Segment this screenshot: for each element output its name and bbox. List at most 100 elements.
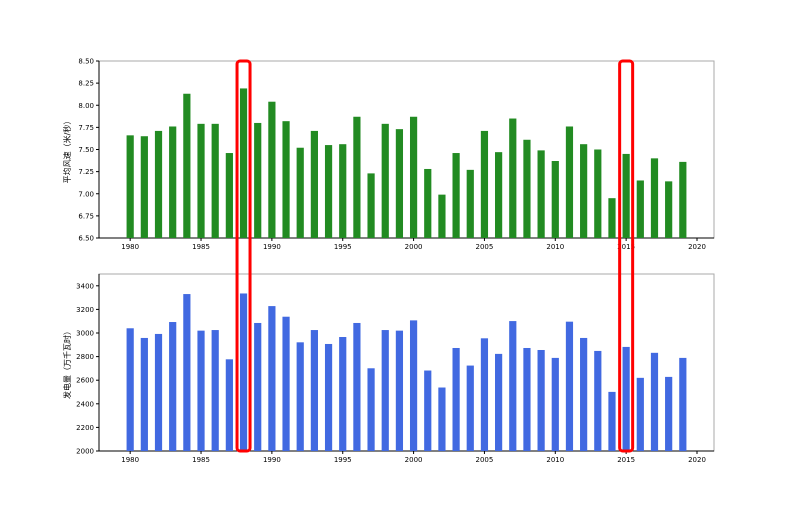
bar-1989 (254, 122, 262, 238)
bar-1990 (268, 101, 276, 239)
plot-frame (98, 60, 715, 239)
x-tick-label: 2000 (405, 456, 423, 464)
wind-speed-ylabel: 平均风速（米/秒） (62, 117, 72, 184)
bar-1994 (324, 145, 333, 238)
bar-1996 (353, 116, 361, 238)
bar-1981 (140, 337, 148, 451)
x-tick-label: 2015 (617, 243, 635, 251)
bar-1988 (239, 88, 248, 238)
bar-1984 (183, 93, 191, 239)
bar-2013 (594, 149, 602, 238)
y-tick-label: 3000 (76, 330, 94, 338)
bar-1990 (268, 306, 276, 451)
y-tick-label: 8.50 (78, 58, 94, 66)
y-tick-label: 7.75 (78, 124, 94, 132)
bar-2006 (495, 353, 503, 451)
bar-2008 (523, 139, 531, 238)
bar-1991 (282, 121, 290, 238)
bar-1983 (169, 126, 177, 238)
highlight-box-2015 (618, 59, 635, 453)
bar-2007 (509, 321, 517, 451)
y-tick-label: 2200 (76, 424, 94, 432)
bar-2007 (509, 118, 517, 238)
bar-2017 (650, 352, 659, 451)
bar-1986 (211, 330, 219, 451)
bar-2012 (580, 144, 588, 238)
y-tick-label: 6.75 (78, 212, 94, 220)
bar-2019 (679, 161, 687, 238)
bar-1998 (381, 123, 389, 238)
bar-1994 (324, 343, 333, 451)
bar-1995 (339, 144, 347, 238)
y-tick-label: 2600 (76, 377, 94, 385)
bar-2014 (608, 198, 616, 238)
bar-2005 (480, 130, 489, 238)
bar-2005 (480, 338, 489, 451)
bar-2004 (466, 365, 474, 451)
bar-2018 (665, 376, 673, 451)
x-tick-label: 2015 (617, 456, 635, 464)
bar-2016 (636, 377, 644, 451)
y-tick-label: 3200 (76, 306, 94, 314)
bar-1982 (154, 130, 163, 238)
bar-2001 (424, 370, 432, 451)
bar-2006 (495, 152, 503, 238)
bar-2004 (466, 169, 474, 238)
y-tick-label: 7.25 (78, 168, 94, 176)
bar-2009 (537, 150, 545, 238)
bar-2016 (636, 180, 644, 238)
power-output-axes: 发电量（万千瓦时） 2000 2200 2400 2600 2800 3000 3200 34… (62, 273, 715, 464)
bar-2015 (622, 346, 630, 451)
bar-1981 (140, 136, 148, 238)
bar-2003 (452, 347, 460, 451)
bar-2011 (565, 321, 574, 451)
bar-2014 (608, 391, 616, 451)
y-tick-label: 2800 (76, 353, 94, 361)
x-tick-label: 2005 (476, 456, 494, 464)
bar-1986 (211, 123, 219, 238)
bar-1991 (282, 316, 290, 451)
y-tick-label: 7.00 (78, 190, 94, 198)
x-tick-label: 2010 (546, 456, 564, 464)
y-tick-label: 6.50 (78, 235, 94, 243)
bar-1995 (339, 337, 347, 451)
x-tick-label: 1985 (192, 243, 210, 251)
x-tick-label: 1990 (263, 456, 281, 464)
bar-1992 (296, 147, 304, 238)
bar-1987 (225, 153, 233, 238)
bar-2011 (565, 126, 574, 238)
bar-1997 (367, 368, 375, 451)
bar-2015 (622, 153, 630, 238)
bar-2000 (409, 116, 418, 238)
bar-2017 (650, 158, 659, 238)
bar-2003 (452, 153, 460, 238)
bar-1984 (183, 294, 191, 451)
highlight-box-1988 (235, 59, 252, 453)
bar-2018 (665, 181, 673, 238)
bar-2002 (438, 194, 446, 238)
bar-1997 (367, 173, 375, 238)
y-tick-label: 7.50 (78, 146, 94, 154)
x-tick-label: 1980 (121, 456, 139, 464)
x-tick-label: 1990 (263, 243, 281, 251)
y-tick-label: 8.00 (78, 102, 94, 110)
x-tick-label: 2020 (688, 456, 706, 464)
bar-1992 (296, 342, 304, 451)
bar-2010 (551, 357, 559, 451)
x-tick-label: 1985 (192, 456, 210, 464)
x-tick-label: 1995 (334, 456, 352, 464)
bar-2000 (409, 320, 418, 451)
bar-1980 (126, 135, 134, 238)
bar-1999 (395, 129, 404, 238)
bar-1998 (381, 330, 389, 451)
bar-1988 (239, 293, 248, 451)
bar-1993 (310, 130, 318, 238)
bar-2012 (580, 337, 588, 451)
x-tick-label: 1980 (121, 243, 139, 251)
highlight-boxes (235, 59, 635, 453)
bar-2010 (551, 161, 559, 238)
y-tick-label: 8.25 (78, 80, 94, 88)
y-tick-label: 3400 (76, 282, 94, 290)
x-tick-label: 2000 (405, 243, 423, 251)
